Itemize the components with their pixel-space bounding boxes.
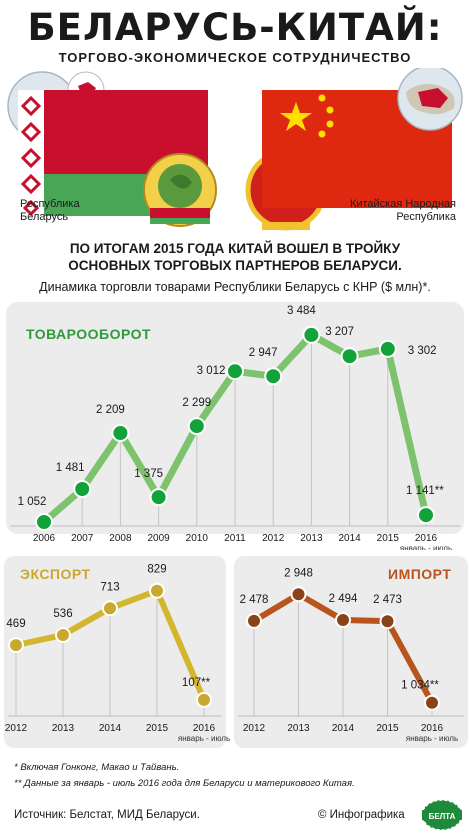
x-tick-label: 2010 [186,533,209,544]
data-label: 1 141** [406,485,444,497]
x-tick-label: 2016 [193,723,216,734]
flags-illustration [7,68,463,231]
data-label: 2 299 [182,397,211,409]
import-title: ИМПОРТ [388,566,452,582]
x-tick-label: 2016 [415,533,438,544]
data-label: 713 [100,581,119,593]
data-point [424,694,440,711]
belarus-label-line-2: Беларусь [20,211,69,223]
china-globe-icon [397,68,463,131]
data-point [417,506,435,525]
headline-line-2: ОСНОВНЫХ ТОРГОВЫХ ПАРТНЕРОВ БЕЛАРУСИ. [68,258,402,273]
export-chart: 469 536 713 829 107** 2012 2013 2014 2015 2016янв… [4,556,230,748]
footnote-2: ** Данные за январь - июль 2016 года для… [14,778,355,789]
data-label: 469 [6,618,25,630]
data-point [8,637,24,654]
x-tick-label: 2013 [287,723,310,734]
x-tick-label: 2006 [33,533,56,544]
page-subtitle: ТОРГОВО-ЭКОНОМИЧЕСКОЕ СОТРУДНИЧЕСТВО [58,50,412,65]
turnover-chart: 1 052 1 481 2 209 1 375 2 299 3 012 2 947 3 484… [6,302,464,550]
data-label: 1 052 [18,496,47,508]
x-tick-label: 2015 [146,723,169,734]
footnote-1: * Включая Гонконг, Макао и Тайвань. [14,762,180,773]
belarus-emblem-icon [143,153,217,227]
china-label: Китайская Народная Республика [350,198,456,224]
turnover-title: ТОВАРООБОРОТ [26,326,152,342]
data-label: 829 [147,564,166,576]
x-tick-label: 2015 [377,533,400,544]
data-point [335,612,351,629]
source-text: Источник: Белстат, МИД Беларуси. [14,809,200,821]
credit-text: © Инфографика [318,809,405,821]
data-label: 3 207 [325,326,354,338]
belta-logo-text: БЕЛТА [429,812,456,821]
data-label: 536 [53,608,72,620]
data-point [149,488,168,507]
export-title: ЭКСПОРТ [20,566,91,582]
data-point [102,600,118,617]
data-label: 2 947 [249,347,278,359]
belarus-label: Республика Беларусь [20,198,80,224]
china-label-line-2: Республика [396,211,456,223]
chart-caption: Динамика торговли товарами Республики Бе… [39,280,431,294]
data-label: 1 481 [56,462,85,474]
chart-panel [234,556,468,748]
belarus-flag [18,90,208,217]
x-tick-label: 2009 [147,533,170,544]
x-tick-label: 2012 [5,723,28,734]
data-label: 3 012 [197,365,226,377]
data-label: 107** [182,677,211,689]
x-tick-label: 2014 [338,533,361,544]
data-label: 3 484 [287,305,316,317]
data-label: 1 375 [134,468,163,480]
data-point [55,627,71,644]
import-chart: 2 478 2 948 2 494 2 473 1 034** 2012 2013 2014 2… [234,556,468,748]
data-point [340,347,359,366]
data-point [290,586,307,603]
data-point [264,367,283,386]
data-label: 3 302 [408,345,437,357]
x-tick-label: 2013 [300,533,323,544]
china-label-line-1: Китайская Народная [349,198,456,210]
x-tick-label: 2014 [99,723,122,734]
data-point [35,513,53,531]
x-tick-label: 2012 [262,533,285,544]
x-tick-label: 2007 [71,533,94,544]
x-tick-label: 2014 [332,723,355,734]
x-tick-label: 2008 [109,533,132,544]
belta-logo-icon: БЕЛТА [421,799,463,831]
data-point [196,691,212,708]
data-point [226,362,244,381]
page-title: БЕЛАРУСЬ-КИТАЙ: [27,6,443,49]
belarus-label-line-1: Республика [20,198,80,210]
data-label: 2 473 [373,594,402,606]
period-note: январь - июль [406,734,458,743]
data-point [378,339,397,358]
x-tick-label: 2012 [243,723,266,734]
period-note: январь - июль [178,734,230,743]
period-note: январь - июль [400,544,452,550]
data-label: 2 478 [240,594,269,606]
data-point [73,480,92,498]
data-point [246,612,262,629]
headline-line-1: ПО ИТОГАМ 2015 ГОДА КИТАЙ ВОШЕЛ В ТРОЙКУ [69,241,401,256]
data-point [111,424,130,442]
x-tick-label: 2016 [421,723,444,734]
data-point [302,325,321,344]
data-label: 1 034** [401,680,439,692]
data-label: 2 209 [96,404,125,416]
headline: ПО ИТОГАМ 2015 ГОДА КИТАЙ ВОШЕЛ В ТРОЙКУ… [0,240,470,274]
data-point [187,417,206,436]
chart-panel [4,556,226,748]
x-tick-label: 2015 [376,723,399,734]
data-label: 2 494 [329,593,358,605]
x-tick-label: 2011 [224,533,246,544]
data-label: 2 948 [284,567,313,579]
x-tick-label: 2013 [52,723,75,734]
data-point [149,582,165,599]
data-point [379,613,396,630]
